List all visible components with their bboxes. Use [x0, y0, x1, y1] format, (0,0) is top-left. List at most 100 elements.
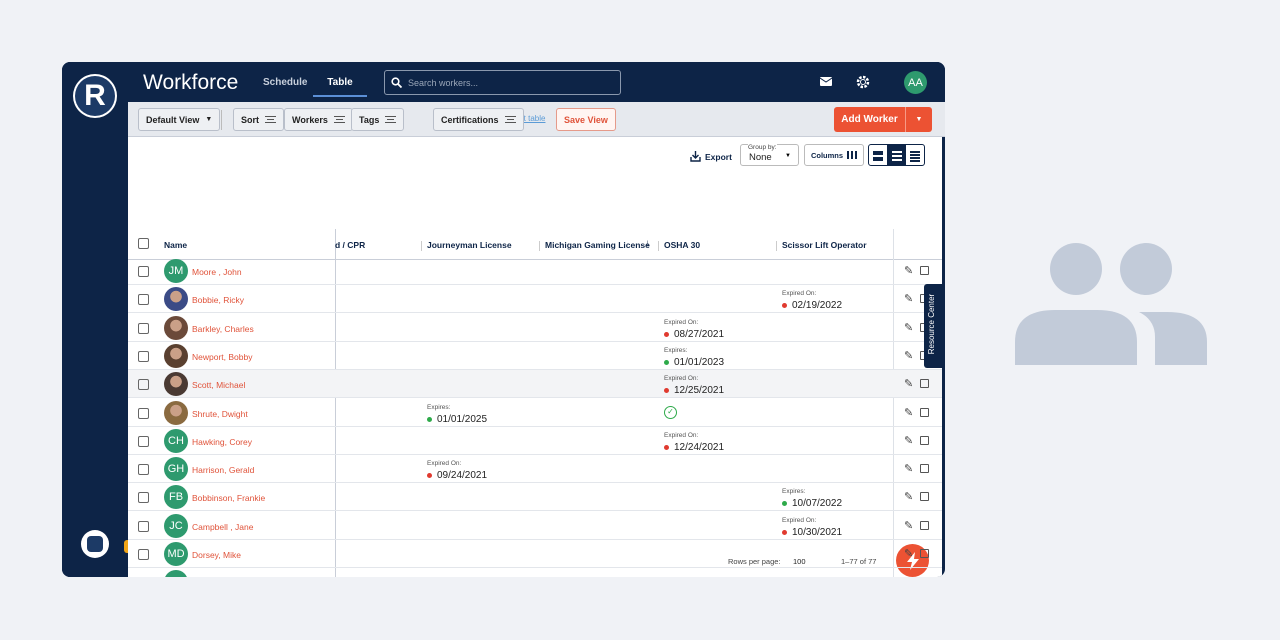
user-avatar[interactable]: AA — [904, 71, 927, 94]
filter-label: Certifications — [441, 114, 499, 125]
logo-circle[interactable]: R — [73, 74, 117, 118]
search-box[interactable]: Search workers... — [384, 70, 621, 95]
row-checkbox[interactable] — [138, 294, 149, 306]
worker-name[interactable]: Campbell , Jane — [192, 521, 254, 532]
cert-date-row: 10/07/2022 — [782, 498, 842, 509]
table-row[interactable]: GH Harrison, Gerald Expired On: 09/24/2021 ✎ — [128, 455, 942, 484]
filter-icon — [333, 116, 345, 123]
group-by[interactable]: Group by: None ▼ — [740, 144, 799, 166]
open-icon[interactable] — [920, 492, 929, 502]
avatar-initials: MD — [164, 542, 188, 566]
edit-icon[interactable]: ✎ — [904, 349, 914, 362]
edit-icon[interactable]: ✎ — [904, 265, 914, 277]
edit-icon[interactable]: ✎ — [904, 378, 914, 391]
column-header[interactable]: d / CPR — [335, 240, 366, 250]
row-checkbox[interactable] — [138, 549, 149, 560]
table-row[interactable]: Bobbie, Ricky Expired On: 02/19/2022 ✎ — [128, 285, 942, 314]
worker-name[interactable]: Newport, Bobby — [192, 351, 253, 362]
worker-name[interactable]: Hawking, Corey — [192, 436, 252, 447]
column-header[interactable]: Scissor Lift Operator — [782, 240, 867, 250]
cert-label: Expired On: — [782, 290, 817, 298]
open-icon[interactable] — [920, 520, 929, 530]
filter-button[interactable]: Certifications — [433, 108, 524, 131]
row-checkbox[interactable] — [138, 435, 149, 447]
status-dot — [782, 303, 787, 309]
open-icon[interactable] — [920, 266, 929, 275]
edit-icon[interactable]: ✎ — [904, 491, 914, 504]
open-icon[interactable] — [920, 379, 929, 389]
tab-active[interactable]: Table — [313, 62, 367, 97]
reset-link[interactable]: Reset table — [505, 114, 546, 123]
worker-name[interactable]: Harrison, Gerald — [192, 465, 255, 476]
add-worker[interactable]: Add Worker ▼ — [834, 107, 932, 132]
table-row[interactable]: Scott, Michael Expired On: 12/25/2021 ✎ — [128, 370, 942, 399]
settings-icon[interactable] — [856, 75, 870, 89]
edit-icon[interactable]: ✎ — [904, 575, 913, 577]
row-checkbox[interactable] — [138, 266, 149, 277]
edit-icon[interactable]: ✎ — [904, 406, 914, 419]
row-checkbox[interactable] — [138, 492, 149, 504]
worker-name[interactable]: Dorsey, Mike — [192, 550, 241, 560]
worker-name[interactable]: Barkley, Charles — [192, 323, 254, 334]
status-dot — [664, 359, 669, 365]
export[interactable]: Export — [705, 152, 732, 162]
edit-icon[interactable]: ✎ — [904, 293, 914, 306]
edit-icon[interactable]: ✎ — [904, 519, 914, 532]
filter-icon — [504, 116, 516, 123]
column-header[interactable]: Journeyman License — [427, 240, 512, 250]
row-checkbox[interactable] — [138, 322, 149, 334]
row-checkbox[interactable] — [138, 407, 149, 419]
edit-icon[interactable]: ✎ — [904, 463, 914, 476]
table-row[interactable]: Barkley, Charles Expired On: 08/27/2021 ✎ — [128, 314, 942, 342]
worker-name[interactable]: Bobbinson, Frankie — [192, 493, 266, 504]
open-icon[interactable] — [920, 549, 929, 558]
columns-btn[interactable]: Columns — [804, 144, 864, 166]
column-header[interactable]: Michigan Gaming License — [545, 240, 650, 250]
bot-avatar[interactable] — [81, 530, 109, 558]
resource-center[interactable]: Resource Center — [924, 284, 942, 368]
open-icon[interactable] — [920, 464, 929, 474]
table-row[interactable]: Newport, Bobby Expires: 01/01/2023 ✎ — [128, 342, 942, 370]
column-header[interactable]: OSHA 30 — [664, 240, 701, 250]
open-icon[interactable] — [920, 407, 929, 417]
table-row[interactable]: JM Moore , John ✎ — [128, 257, 942, 285]
cert-date: 08/27/2021 — [674, 328, 725, 340]
row-checkbox[interactable] — [138, 464, 149, 476]
row-checkbox[interactable] — [138, 520, 149, 532]
density-toggle[interactable] — [868, 144, 925, 166]
edit-icon[interactable]: ✎ — [904, 321, 914, 334]
filter-button[interactable]: Tags — [351, 108, 405, 131]
filter-button[interactable]: Workers — [284, 108, 353, 131]
table-row[interactable]: Shrute, Dwight Expires: 01/01/2025 ✓ ✎ — [128, 399, 942, 427]
worker-name[interactable]: Moore , John — [192, 267, 242, 277]
cert-date: 02/19/2022 — [792, 300, 843, 312]
worker-name[interactable]: Bobbie, Ricky — [192, 295, 244, 306]
row-checkbox[interactable] — [138, 350, 149, 362]
mail-icon[interactable] — [820, 77, 832, 86]
edit-icon[interactable]: ✎ — [904, 434, 914, 447]
table-row[interactable]: CH Hawking, Corey Expired On: 12/24/2021 ✎ — [128, 427, 942, 455]
table-row[interactable]: FB Bobbinson, Frankie Expires: 10/07/2022 ✎ — [128, 483, 942, 512]
rows-per-page[interactable]: 100 — [793, 557, 806, 566]
header-checkbox[interactable] — [138, 238, 149, 249]
edit-icon[interactable]: ✎ — [904, 548, 914, 560]
table-row[interactable]: JC Campbell , Jane Expired On: 10/30/2021 ✎ — [128, 512, 942, 540]
worker-name[interactable]: Scott, Michael — [192, 380, 246, 391]
worker-name[interactable]: Shrute, Dwight — [192, 408, 248, 419]
column-header[interactable]: Name — [164, 240, 188, 250]
view-select[interactable]: Default View ▼ — [138, 108, 221, 131]
filter-icon — [265, 116, 276, 123]
save-view[interactable]: Save View — [556, 108, 616, 131]
filter-button[interactable]: Sort — [233, 108, 284, 131]
avatar-photo — [164, 343, 188, 368]
check-icon: ✓ — [664, 405, 677, 419]
avatar-photo — [164, 287, 188, 312]
tab[interactable]: Schedule — [263, 77, 308, 88]
table-row[interactable]: JBBoGiddle, Johnny✎ — [128, 568, 942, 577]
filter-label: Tags — [359, 114, 380, 125]
table-row[interactable]: MD Dorsey, Mike ✎ — [128, 540, 942, 568]
open-icon[interactable] — [920, 435, 929, 445]
header-row — [128, 228, 942, 260]
row-checkbox[interactable] — [138, 379, 149, 391]
